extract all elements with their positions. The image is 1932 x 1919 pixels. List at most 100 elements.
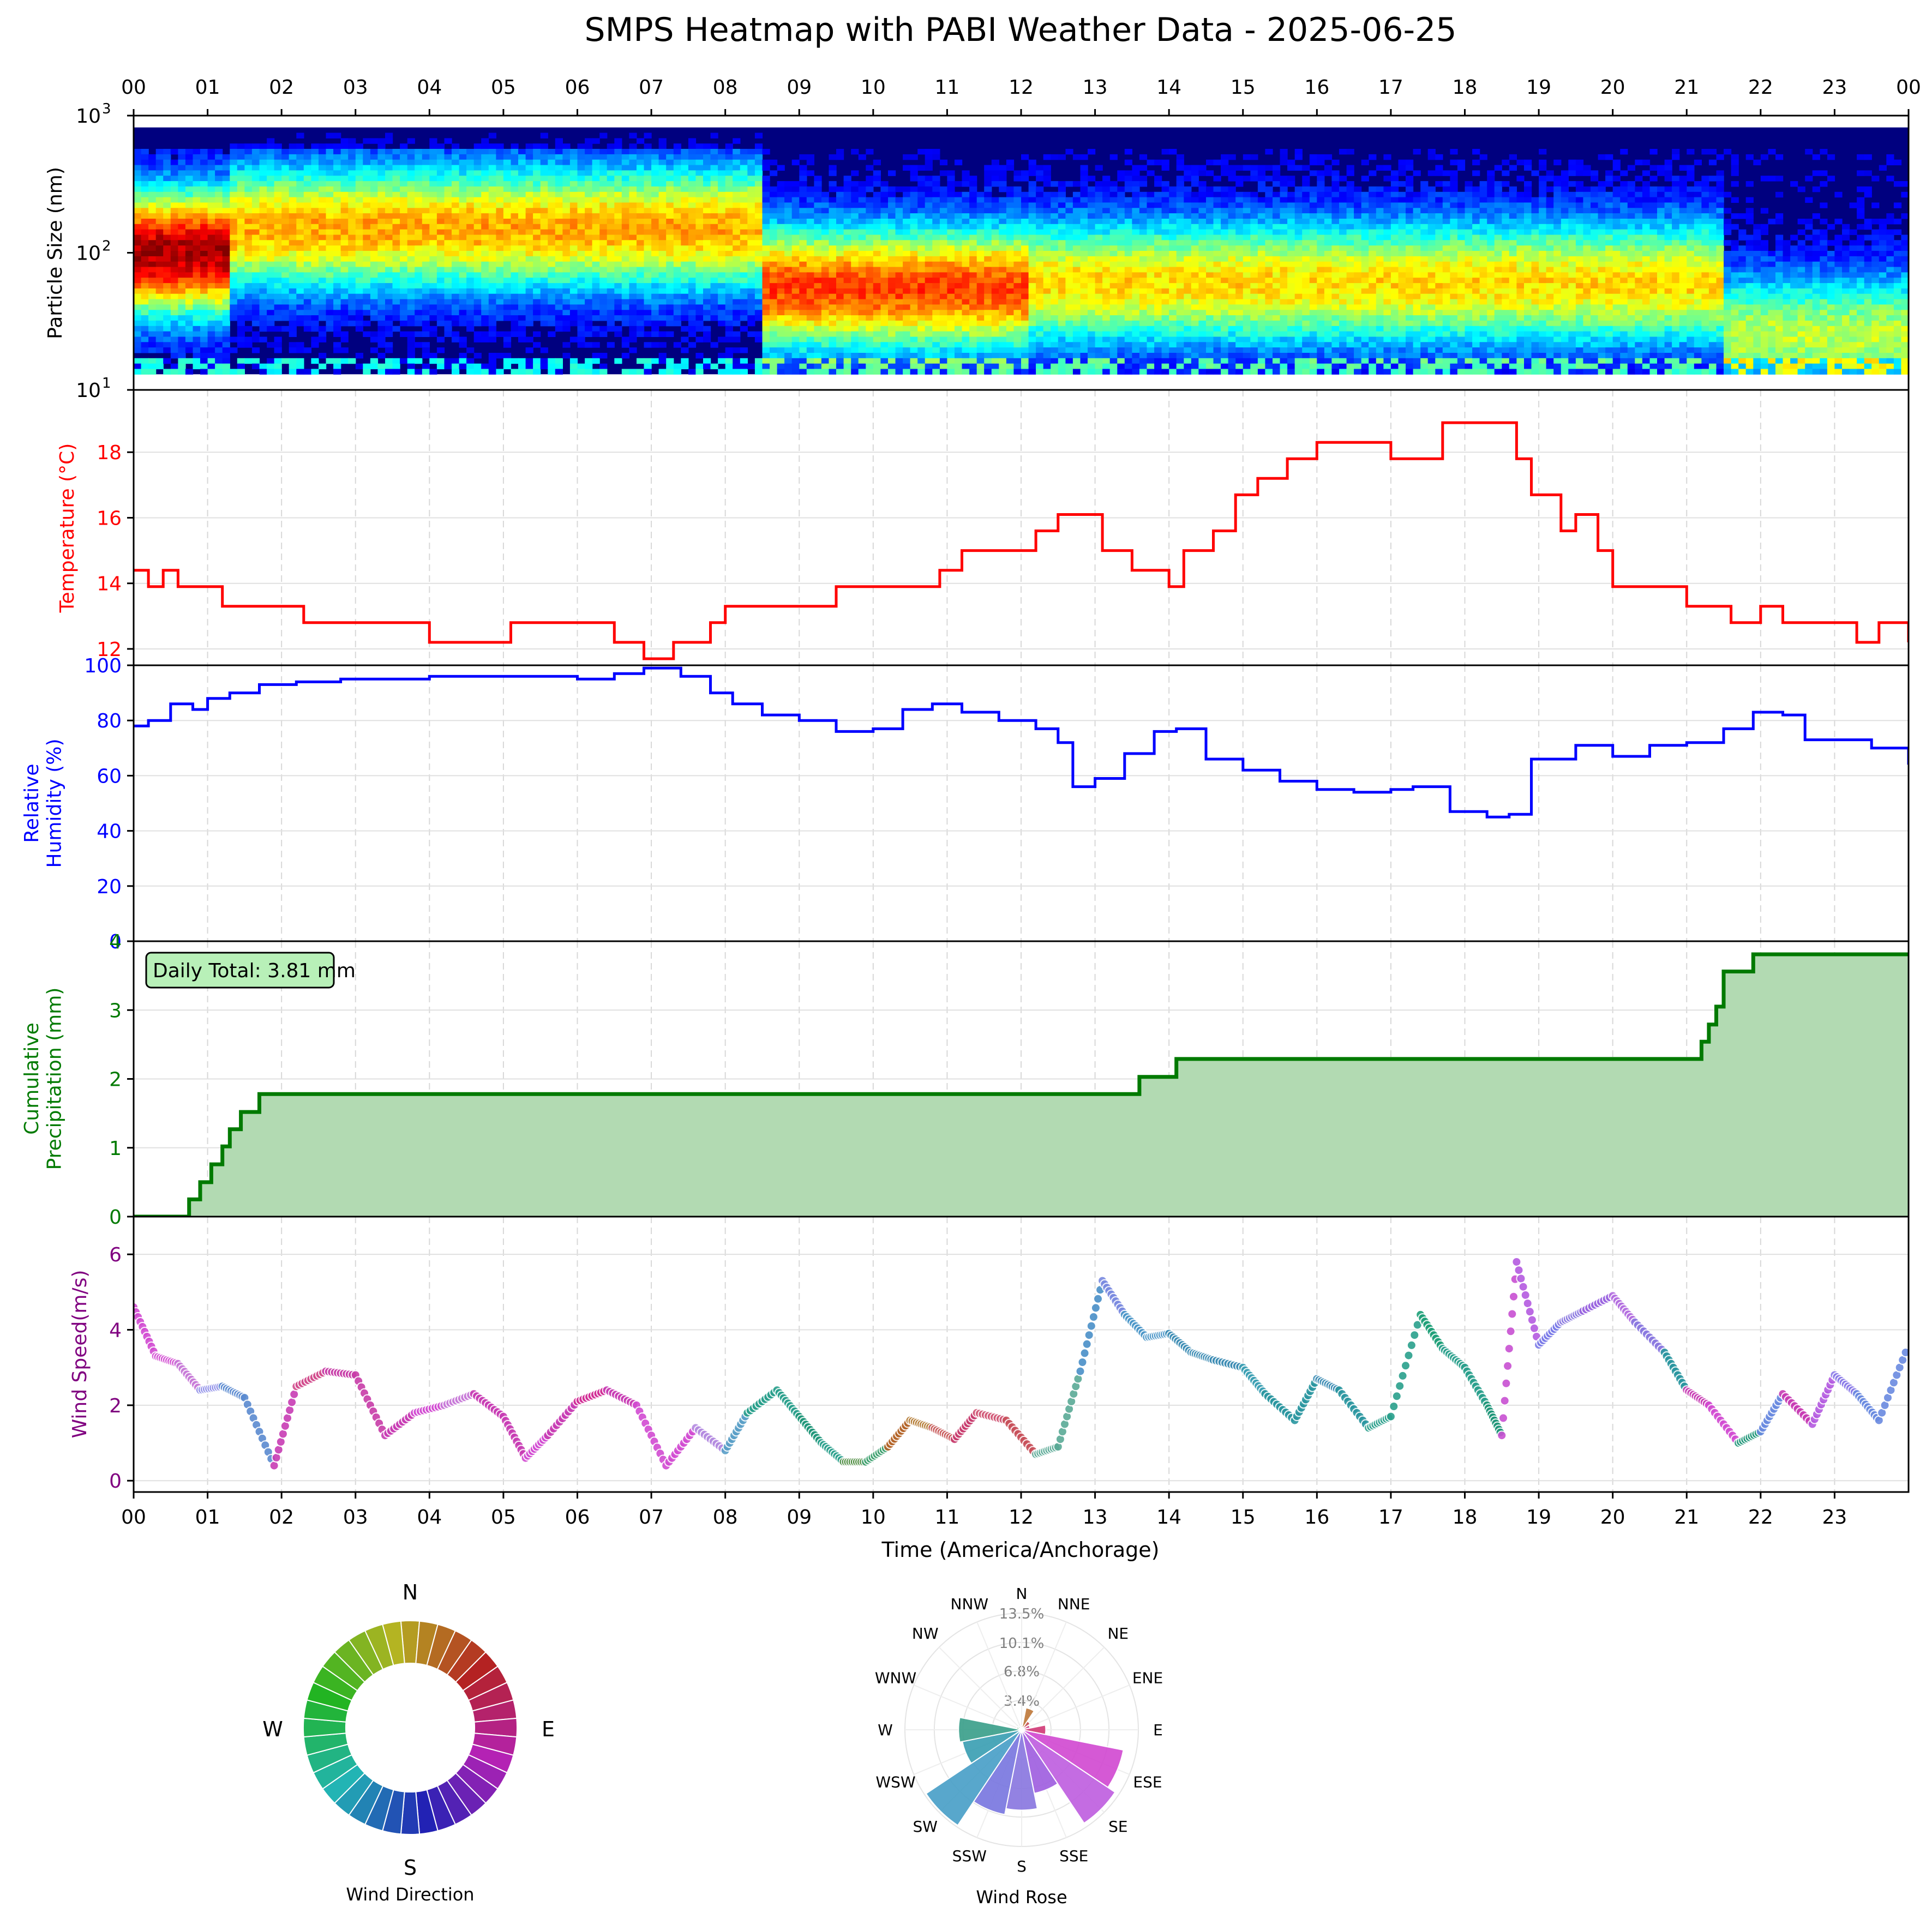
heatmap-cell bbox=[925, 149, 933, 155]
heatmap-cell bbox=[592, 149, 600, 155]
heatmap-cell bbox=[511, 358, 519, 364]
heatmap-cell bbox=[585, 310, 593, 316]
heatmap-cell bbox=[614, 331, 622, 337]
heatmap-cell bbox=[222, 326, 230, 332]
heatmap-cell bbox=[473, 170, 482, 176]
heatmap-cell bbox=[370, 358, 379, 364]
heatmap-cell bbox=[488, 191, 496, 198]
heatmap-cell bbox=[880, 353, 889, 359]
heatmap-cell bbox=[244, 149, 253, 155]
heatmap-cell bbox=[303, 299, 311, 305]
heatmap-cell bbox=[407, 181, 415, 187]
heatmap-cell bbox=[355, 165, 363, 171]
heatmap-cell bbox=[710, 267, 718, 273]
heatmap-cell bbox=[452, 310, 460, 316]
heatmap-cell bbox=[880, 278, 889, 284]
heatmap-cell bbox=[518, 229, 526, 235]
heatmap-cell bbox=[481, 310, 489, 316]
heatmap-cell bbox=[585, 283, 593, 289]
heatmap-cell bbox=[385, 176, 393, 182]
heatmap-cell bbox=[511, 202, 519, 208]
heatmap-cell bbox=[163, 369, 171, 375]
heatmap-cell bbox=[873, 159, 881, 166]
heatmap-cell bbox=[333, 283, 341, 289]
heatmap-cell bbox=[429, 310, 437, 316]
heatmap-cell bbox=[1058, 288, 1066, 294]
heatmap-cell bbox=[1080, 229, 1088, 235]
heatmap-cell bbox=[222, 283, 230, 289]
heatmap-cell bbox=[319, 353, 327, 359]
heatmap-cell bbox=[651, 202, 659, 208]
heatmap-cell bbox=[577, 336, 585, 342]
heatmap-cell bbox=[651, 191, 659, 198]
heatmap-cell bbox=[829, 363, 837, 370]
heatmap-cell bbox=[207, 251, 215, 257]
heatmap-cell bbox=[644, 320, 652, 327]
heatmap-cell bbox=[355, 186, 363, 192]
heatmap-cell bbox=[725, 176, 733, 182]
heatmap-cell bbox=[185, 320, 194, 327]
heatmap-cell bbox=[836, 213, 844, 219]
heatmap-cell bbox=[215, 315, 223, 321]
heatmap-cell bbox=[932, 245, 940, 251]
heatmap-cell bbox=[607, 310, 615, 316]
heatmap-cell bbox=[903, 304, 911, 310]
heatmap-cell bbox=[569, 170, 578, 176]
heatmap-cell bbox=[718, 293, 726, 300]
heatmap-cell bbox=[806, 208, 814, 214]
heatmap-cell bbox=[969, 272, 977, 278]
heatmap-cell bbox=[599, 197, 608, 203]
heatmap-cell bbox=[251, 159, 260, 166]
heatmap-cell bbox=[599, 288, 608, 294]
heatmap-cell bbox=[939, 331, 948, 337]
heatmap-cell bbox=[155, 288, 164, 294]
heatmap-cell bbox=[851, 245, 859, 251]
heatmap-cell bbox=[385, 272, 393, 278]
heatmap-cell bbox=[230, 299, 238, 305]
heatmap-cell bbox=[555, 149, 563, 155]
heatmap-cell bbox=[754, 133, 763, 139]
heatmap-cell bbox=[511, 320, 519, 327]
heatmap-cell bbox=[939, 213, 948, 219]
heatmap-cell bbox=[1072, 224, 1081, 230]
heatmap-cell bbox=[976, 240, 985, 246]
heatmap-cell bbox=[999, 315, 1007, 321]
heatmap-cell bbox=[917, 219, 926, 225]
heatmap-cell bbox=[614, 278, 622, 284]
heatmap-cell bbox=[718, 288, 726, 294]
heatmap-cell bbox=[969, 336, 977, 342]
heatmap-cell bbox=[170, 288, 178, 294]
heatmap-cell bbox=[829, 310, 837, 316]
heatmap-cell bbox=[422, 283, 430, 289]
heatmap-cell bbox=[1006, 320, 1015, 327]
heatmap-cell bbox=[415, 208, 423, 214]
heatmap-cell bbox=[274, 245, 282, 251]
heatmap-cell bbox=[614, 181, 622, 187]
heatmap-cell bbox=[1028, 186, 1036, 192]
heatmap-cell bbox=[1013, 326, 1022, 332]
heatmap-cell bbox=[1051, 288, 1059, 294]
heatmap-cell bbox=[925, 154, 933, 160]
heatmap-cell bbox=[355, 143, 363, 149]
heatmap-cell bbox=[518, 283, 526, 289]
heatmap-cell bbox=[806, 159, 814, 166]
heatmap-cell bbox=[681, 288, 689, 294]
heatmap-cell bbox=[858, 261, 866, 268]
heatmap-cell bbox=[540, 293, 548, 300]
heatmap-cell bbox=[134, 165, 142, 171]
heatmap-cell bbox=[770, 310, 778, 316]
heatmap-cell bbox=[496, 353, 504, 359]
heatmap-cell bbox=[836, 299, 844, 305]
heatmap-cell bbox=[452, 288, 460, 294]
heatmap-cell bbox=[511, 299, 519, 305]
heatmap-cell bbox=[459, 363, 467, 370]
heatmap-cell bbox=[370, 224, 379, 230]
heatmap-cell bbox=[917, 299, 926, 305]
heatmap-cell bbox=[340, 304, 349, 310]
heatmap-cell bbox=[385, 331, 393, 337]
heatmap-cell bbox=[452, 234, 460, 240]
heatmap-cell bbox=[1043, 358, 1051, 364]
heatmap-cell bbox=[518, 213, 526, 219]
heatmap-cell bbox=[577, 293, 585, 300]
heatmap-cell bbox=[1013, 320, 1022, 327]
